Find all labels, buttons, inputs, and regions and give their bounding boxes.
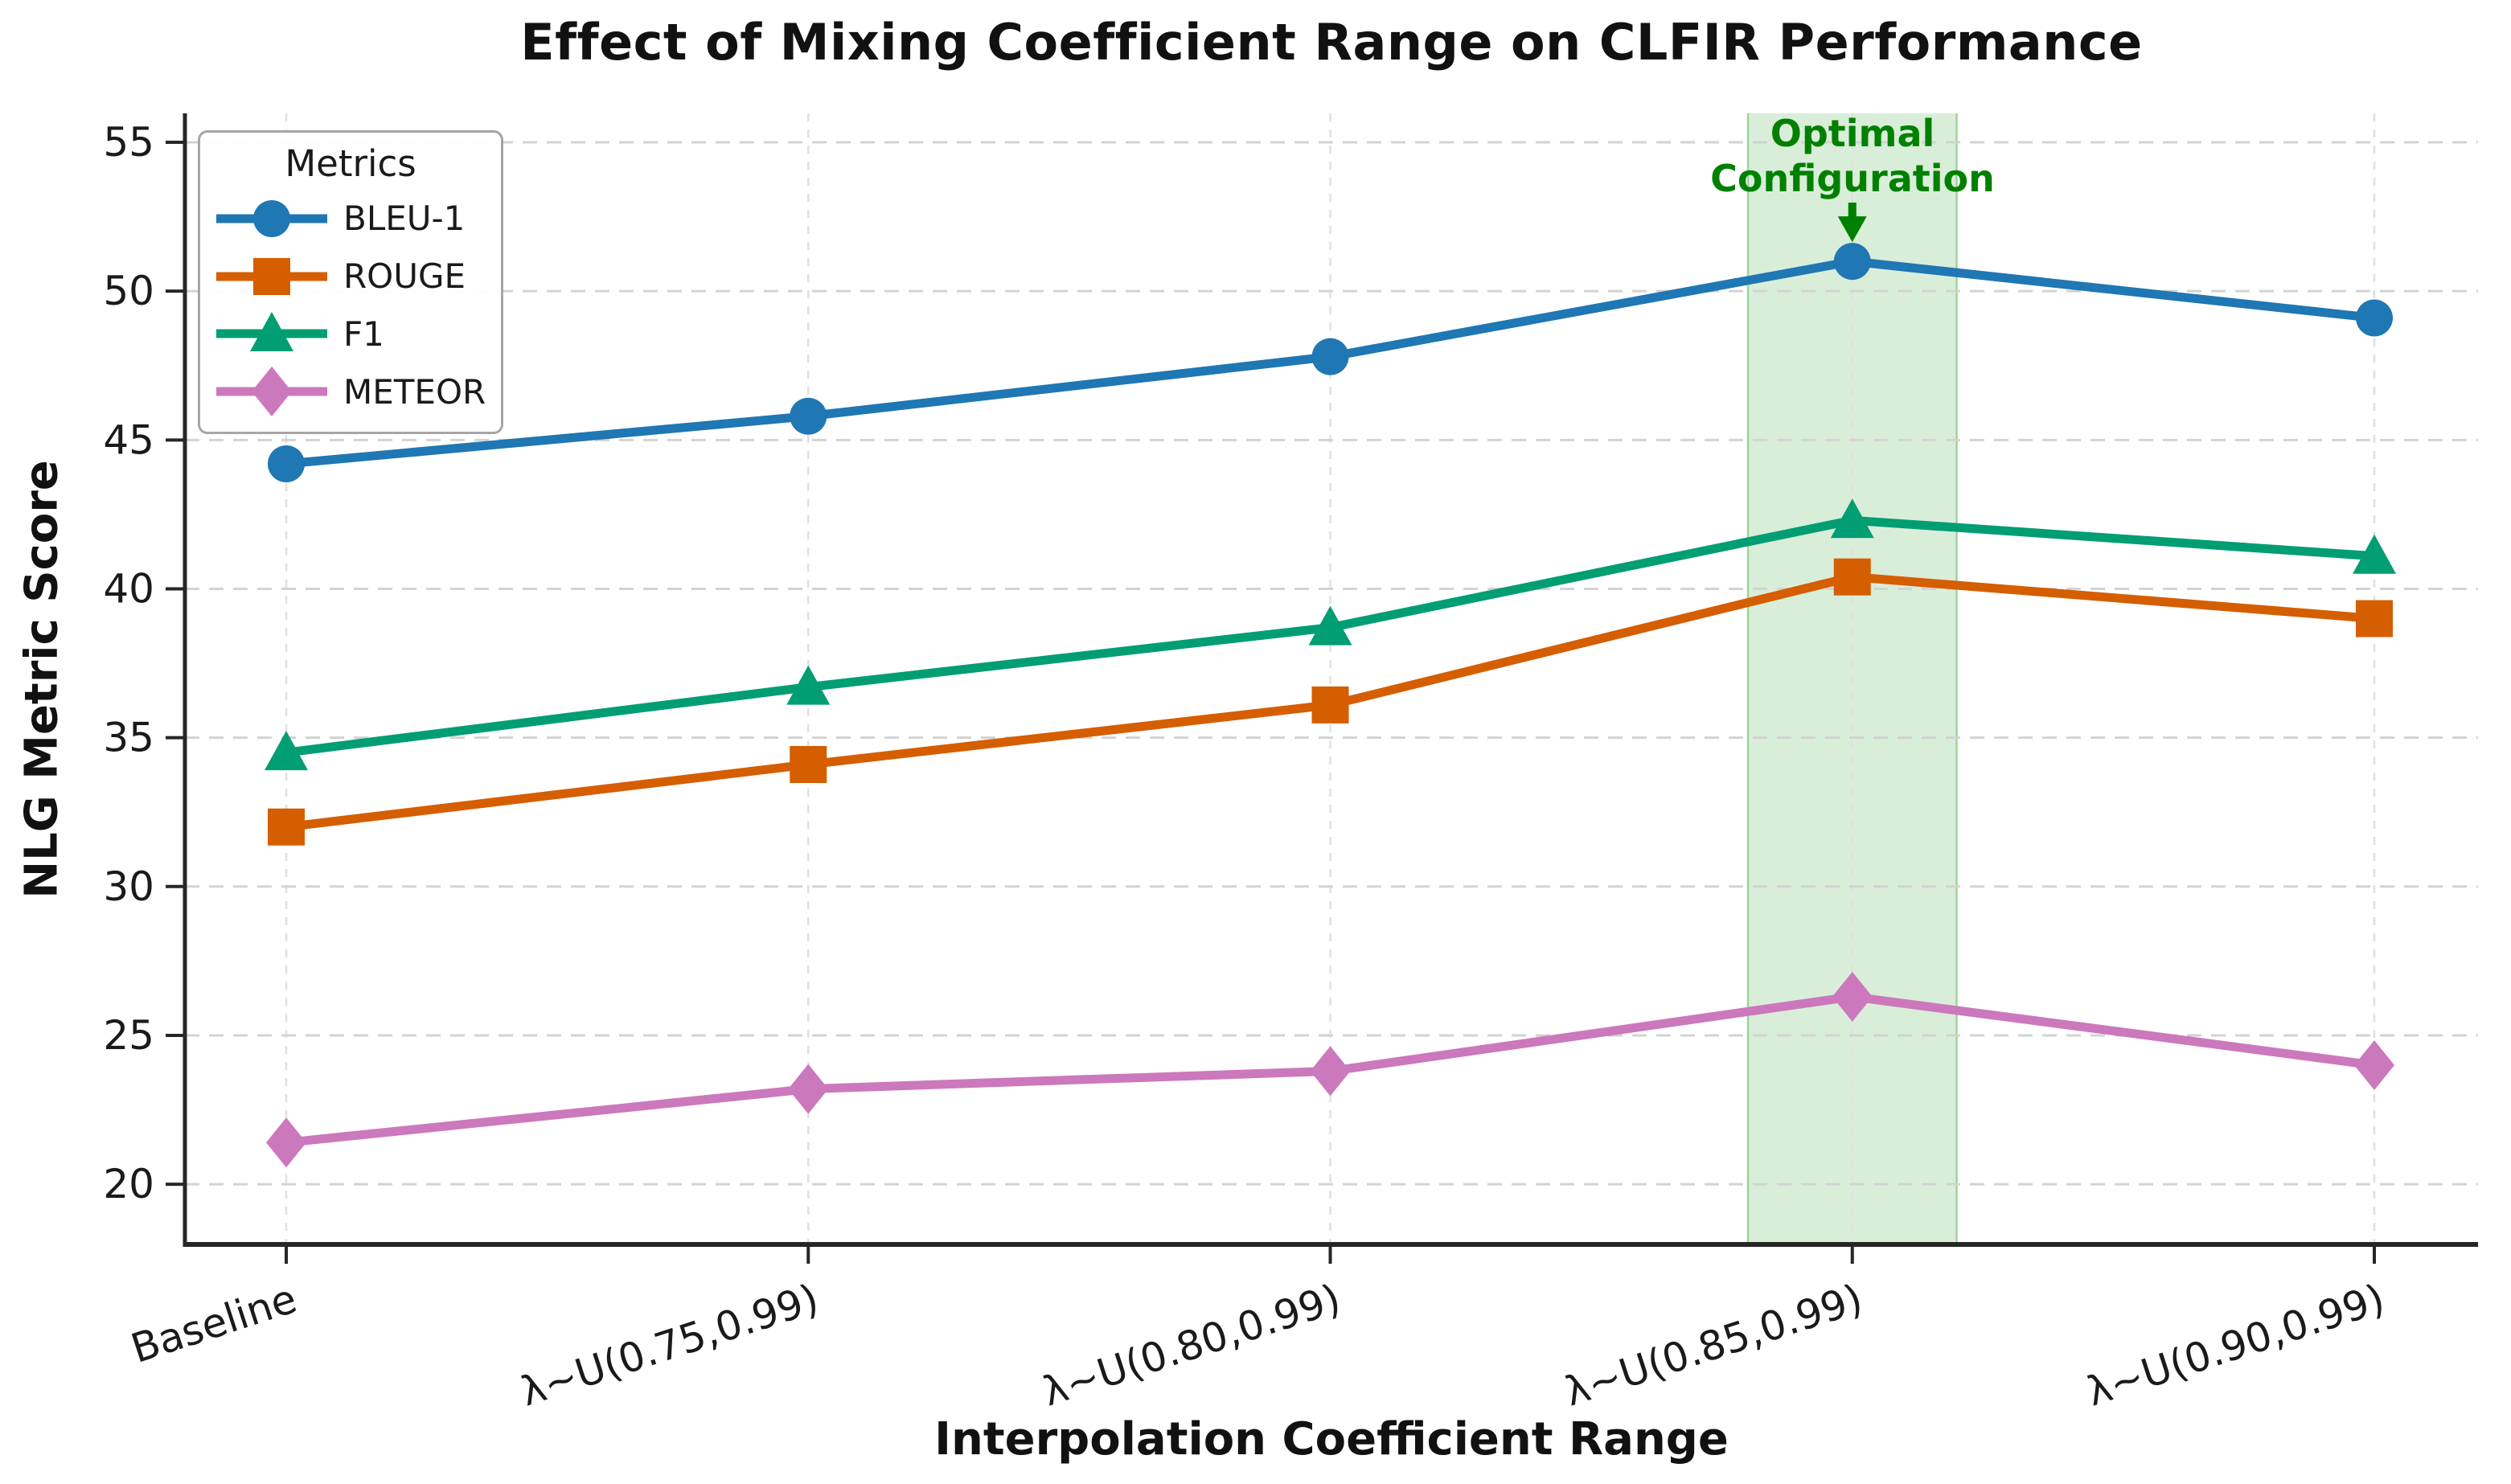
data-point-marker (265, 731, 308, 771)
y-tick-label: 30 (103, 863, 154, 910)
annotation-line-2: Configuration (1710, 157, 1995, 200)
annotation-line-1: Optimal (1770, 112, 1935, 155)
legend-marker (253, 257, 290, 295)
y-tick-label: 40 (103, 565, 154, 612)
data-point-marker (1833, 558, 1871, 596)
legend-marker (253, 199, 290, 237)
y-tick-label: 55 (103, 119, 154, 166)
y-tick-label: 20 (103, 1161, 154, 1207)
data-point-marker (1311, 686, 1349, 724)
legend-triangle-marker-icon (216, 312, 327, 352)
legend-label: BLEU-1 (343, 199, 466, 239)
chart-title: Effect of Mixing Coefficient Range on CL… (520, 13, 2143, 72)
series-F1 (265, 498, 2396, 771)
data-point-marker (1833, 243, 1871, 281)
data-point-marker (790, 397, 827, 435)
legend-marker (252, 367, 292, 417)
legend-square-marker-icon (216, 257, 327, 295)
legend-title: Metrics (285, 142, 416, 185)
data-point-marker (268, 445, 305, 482)
data-point-marker (268, 808, 305, 846)
data-point-marker (786, 665, 831, 705)
legend-item-rouge: ROUGE (200, 251, 501, 302)
series-BLEU-1 (268, 243, 2393, 482)
legend-label: ROUGE (343, 256, 466, 297)
legend-circle-marker-icon (216, 199, 327, 237)
annotation-arrow-head (1837, 216, 1867, 243)
x-tick-label: λ~U(0.75,0.99) (515, 1275, 824, 1415)
data-point-marker (1832, 971, 1873, 1022)
legend-items: BLEU-1 ROUGE F1 METEOR (200, 185, 501, 432)
data-point-marker (1830, 498, 1874, 539)
data-point-marker (2354, 1039, 2394, 1090)
x-tick-label: λ~U(0.80,0.99) (1037, 1275, 1347, 1415)
x-tick-label: Baseline (125, 1275, 302, 1372)
data-point-marker (2353, 534, 2396, 574)
y-tick-label: 25 (103, 1012, 154, 1059)
data-point-marker (1311, 338, 1349, 375)
series-ROUGE (268, 558, 2393, 846)
y-tick-label: 35 (103, 715, 154, 761)
data-point-marker (788, 1064, 829, 1114)
x-tick-label: λ~U(0.90,0.99) (2081, 1275, 2390, 1415)
series-METEOR (266, 971, 2394, 1168)
legend-item-meteor: METEOR (200, 366, 501, 417)
x-tick-label: λ~U(0.85,0.99) (1559, 1275, 1869, 1415)
data-point-marker (1308, 605, 1352, 646)
data-point-marker (2356, 600, 2393, 637)
legend-label: METEOR (343, 371, 486, 412)
y-tick-label: 45 (103, 416, 154, 463)
legend-item-bleu-1: BLEU-1 (200, 193, 501, 244)
y-axis-label: NLG Metric Score (15, 460, 68, 899)
data-point-marker (266, 1117, 306, 1168)
legend: Metrics BLEU-1 ROUGE F1 METEOR (198, 130, 503, 434)
legend-item-f1: F1 (200, 308, 501, 359)
data-point-marker (1310, 1046, 1351, 1097)
x-axis-label: Interpolation Coefficient Range (934, 1413, 1729, 1466)
legend-diamond-marker-icon (216, 367, 327, 417)
legend-label: F1 (343, 314, 384, 354)
legend-marker (250, 312, 293, 352)
optimal-configuration-annotation: Optimal Configuration (1611, 111, 2094, 201)
y-tick-label: 50 (103, 268, 154, 314)
data-point-marker (790, 745, 827, 783)
data-point-marker (2356, 299, 2393, 337)
